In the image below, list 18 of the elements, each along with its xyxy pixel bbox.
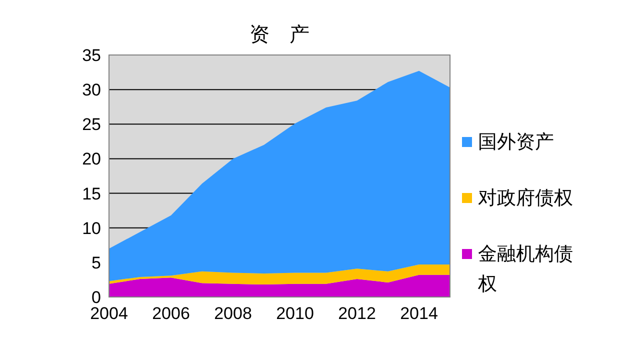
y-tick-label: 25 xyxy=(82,115,101,134)
x-tick-label: 2012 xyxy=(338,304,376,323)
y-tick-label: 20 xyxy=(82,150,101,169)
y-tick-label: 30 xyxy=(82,80,101,100)
y-tick-label: 5 xyxy=(92,253,101,272)
x-tick-label: 2006 xyxy=(152,304,190,323)
legend-label: 国外资产 xyxy=(478,132,554,153)
x-tick-label: 2010 xyxy=(276,304,314,323)
x-tick-label: 2014 xyxy=(400,304,438,323)
legend-label: 金融机构债权 xyxy=(477,244,573,295)
y-tick-label: 0 xyxy=(92,288,101,307)
y-tick-label: 10 xyxy=(82,218,101,238)
legend-label: 对政府债权 xyxy=(478,187,573,209)
y-tick-label: 15 xyxy=(82,184,101,204)
x-tick-label: 2008 xyxy=(214,304,252,323)
chart-title: 资 产 xyxy=(250,24,310,46)
x-tick-label: 2004 xyxy=(90,304,128,323)
y-tick-label: 35 xyxy=(82,46,101,65)
